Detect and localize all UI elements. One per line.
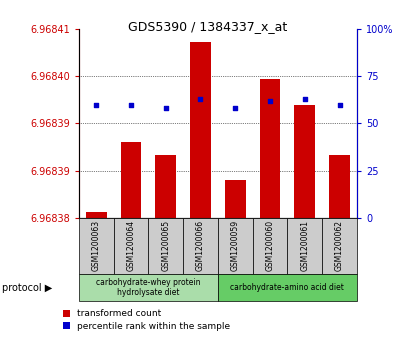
Bar: [253, 218, 287, 274]
Point: [197, 96, 204, 102]
Bar: [155, 155, 176, 218]
Point: [336, 102, 343, 107]
Legend: transformed count, percentile rank within the sample: transformed count, percentile rank withi…: [63, 309, 230, 331]
Bar: [190, 42, 211, 218]
Text: GSM1200065: GSM1200065: [161, 220, 170, 272]
Point: [232, 105, 239, 111]
Text: GSM1200061: GSM1200061: [300, 220, 309, 272]
Bar: [114, 218, 149, 274]
Text: GSM1200062: GSM1200062: [335, 220, 344, 272]
Point: [162, 105, 169, 111]
Bar: [79, 218, 114, 274]
Bar: [218, 274, 357, 301]
Text: carbohydrate-amino acid diet: carbohydrate-amino acid diet: [230, 283, 344, 292]
Bar: [79, 274, 218, 301]
Bar: [329, 155, 350, 218]
Text: carbohydrate-whey protein
hydrolysate diet: carbohydrate-whey protein hydrolysate di…: [96, 278, 200, 297]
Point: [128, 102, 134, 107]
Text: GSM1200064: GSM1200064: [127, 220, 135, 272]
Bar: [225, 180, 246, 218]
Bar: [287, 218, 322, 274]
Point: [267, 98, 273, 104]
Bar: [260, 79, 281, 218]
Bar: [218, 218, 253, 274]
Text: GSM1200060: GSM1200060: [266, 220, 274, 272]
Bar: [322, 218, 357, 274]
Point: [301, 96, 308, 102]
Point: [93, 102, 100, 107]
Bar: [120, 142, 142, 218]
Text: GDS5390 / 1384337_x_at: GDS5390 / 1384337_x_at: [128, 20, 287, 33]
Bar: [149, 218, 183, 274]
Text: GSM1200059: GSM1200059: [231, 220, 240, 272]
Bar: [294, 105, 315, 218]
Text: GSM1200063: GSM1200063: [92, 220, 101, 272]
Bar: [183, 218, 218, 274]
Text: protocol ▶: protocol ▶: [2, 283, 52, 293]
Bar: [86, 212, 107, 218]
Text: GSM1200066: GSM1200066: [196, 220, 205, 272]
